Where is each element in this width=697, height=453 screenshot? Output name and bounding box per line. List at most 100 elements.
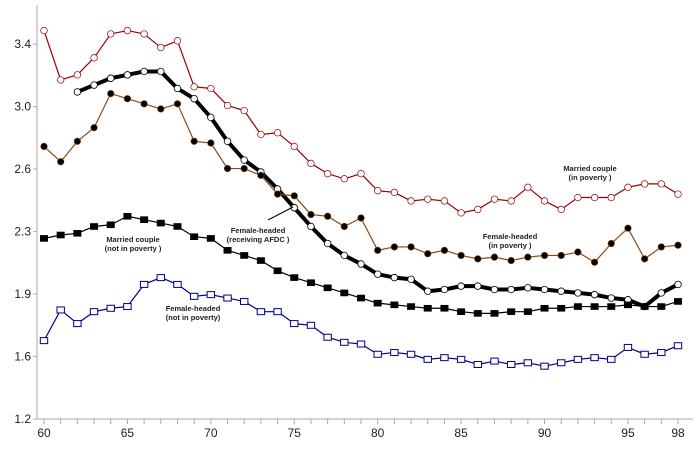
data-point: [423, 304, 432, 312]
series-married-in-poverty: [40, 26, 682, 217]
data-point: [290, 274, 299, 281]
data-point: [356, 340, 366, 348]
data-point: [640, 180, 649, 188]
y-tick-label: 2.6: [14, 162, 31, 176]
data-point: [157, 105, 165, 113]
data-point: [223, 137, 232, 145]
data-point: [240, 106, 248, 115]
data-point: [240, 252, 249, 259]
data-point: [457, 251, 465, 260]
data-point: [523, 308, 532, 315]
data-point: [206, 291, 216, 299]
data-point: [623, 301, 632, 309]
data-point: [506, 360, 516, 368]
data-point: [257, 171, 265, 179]
married-not-poverty-label: Married couple: [106, 235, 159, 244]
data-point: [190, 137, 198, 145]
data-point: [306, 321, 316, 329]
data-point: [157, 67, 165, 76]
data-point: [223, 164, 232, 173]
data-point: [374, 187, 382, 195]
data-point: [540, 251, 549, 260]
data-point: [607, 303, 616, 310]
data-point: [173, 37, 182, 45]
data-point: [89, 308, 99, 316]
data-point: [557, 251, 565, 260]
data-point: [323, 284, 332, 292]
data-point: [40, 142, 48, 151]
data-point: [473, 360, 482, 368]
data-point: [607, 294, 615, 302]
data-point: [440, 304, 449, 312]
data-point: [273, 308, 282, 316]
female-in-poverty-label: Female-headed: [483, 232, 538, 241]
afdc-label-2: (receiving AFDC ): [227, 235, 290, 244]
data-point: [524, 284, 532, 292]
data-point: [90, 54, 98, 62]
data-point: [57, 76, 65, 84]
data-point: [189, 292, 199, 300]
data-point: [424, 195, 432, 203]
data-point: [607, 239, 615, 248]
data-point: [657, 303, 666, 310]
data-point: [574, 289, 582, 297]
data-point: [223, 294, 232, 302]
data-point: [641, 255, 649, 263]
data-point: [390, 349, 399, 357]
data-point: [524, 253, 532, 261]
plot-area: [39, 26, 683, 370]
data-point: [357, 294, 365, 302]
data-point: [490, 285, 499, 294]
female-not-poverty-label-2: (not in poverty): [166, 313, 221, 322]
data-point: [139, 280, 149, 288]
data-point: [373, 350, 382, 358]
data-point: [456, 355, 466, 363]
data-point: [390, 188, 399, 197]
data-point: [156, 219, 165, 227]
data-point: [256, 308, 266, 316]
x-tick-label: 98: [671, 426, 685, 440]
data-point: [123, 95, 132, 103]
data-point: [140, 67, 148, 76]
data-point: [73, 137, 81, 145]
data-point: [574, 248, 582, 256]
data-point: [73, 71, 82, 79]
data-point: [374, 246, 382, 254]
data-point: [657, 349, 666, 357]
data-point: [324, 212, 332, 220]
data-point: [306, 279, 315, 287]
data-point: [173, 280, 182, 288]
afdc-label: Female-headed: [231, 226, 286, 235]
y-tick-label: 1.6: [14, 349, 31, 363]
data-point: [607, 193, 615, 202]
data-point: [373, 299, 382, 307]
data-point: [173, 223, 182, 230]
data-point: [307, 210, 315, 219]
data-point: [40, 26, 48, 35]
data-point: [390, 301, 399, 309]
data-point: [340, 222, 348, 231]
data-point: [640, 303, 649, 310]
data-point: [106, 304, 115, 312]
data-point: [256, 257, 265, 264]
y-tick-label: 3.0: [14, 100, 31, 114]
data-point: [573, 355, 583, 363]
data-point: [573, 303, 582, 310]
y-tick-label: 3.4: [14, 37, 31, 51]
data-point: [457, 209, 465, 217]
data-point: [357, 260, 365, 268]
y-tick-label: 1.9: [14, 287, 31, 301]
data-point: [206, 235, 215, 242]
data-point: [474, 255, 482, 263]
annotations: Married couple (in poverty ) Female-head…: [105, 164, 617, 322]
y-tick-label: 1.2: [14, 412, 31, 426]
data-point: [590, 303, 599, 310]
data-point: [473, 310, 482, 317]
data-point: [290, 192, 298, 200]
data-point: [240, 164, 248, 173]
afdc-pointer-line: [267, 206, 294, 221]
data-point: [323, 170, 332, 178]
data-point: [107, 74, 115, 82]
data-point: [607, 355, 616, 363]
